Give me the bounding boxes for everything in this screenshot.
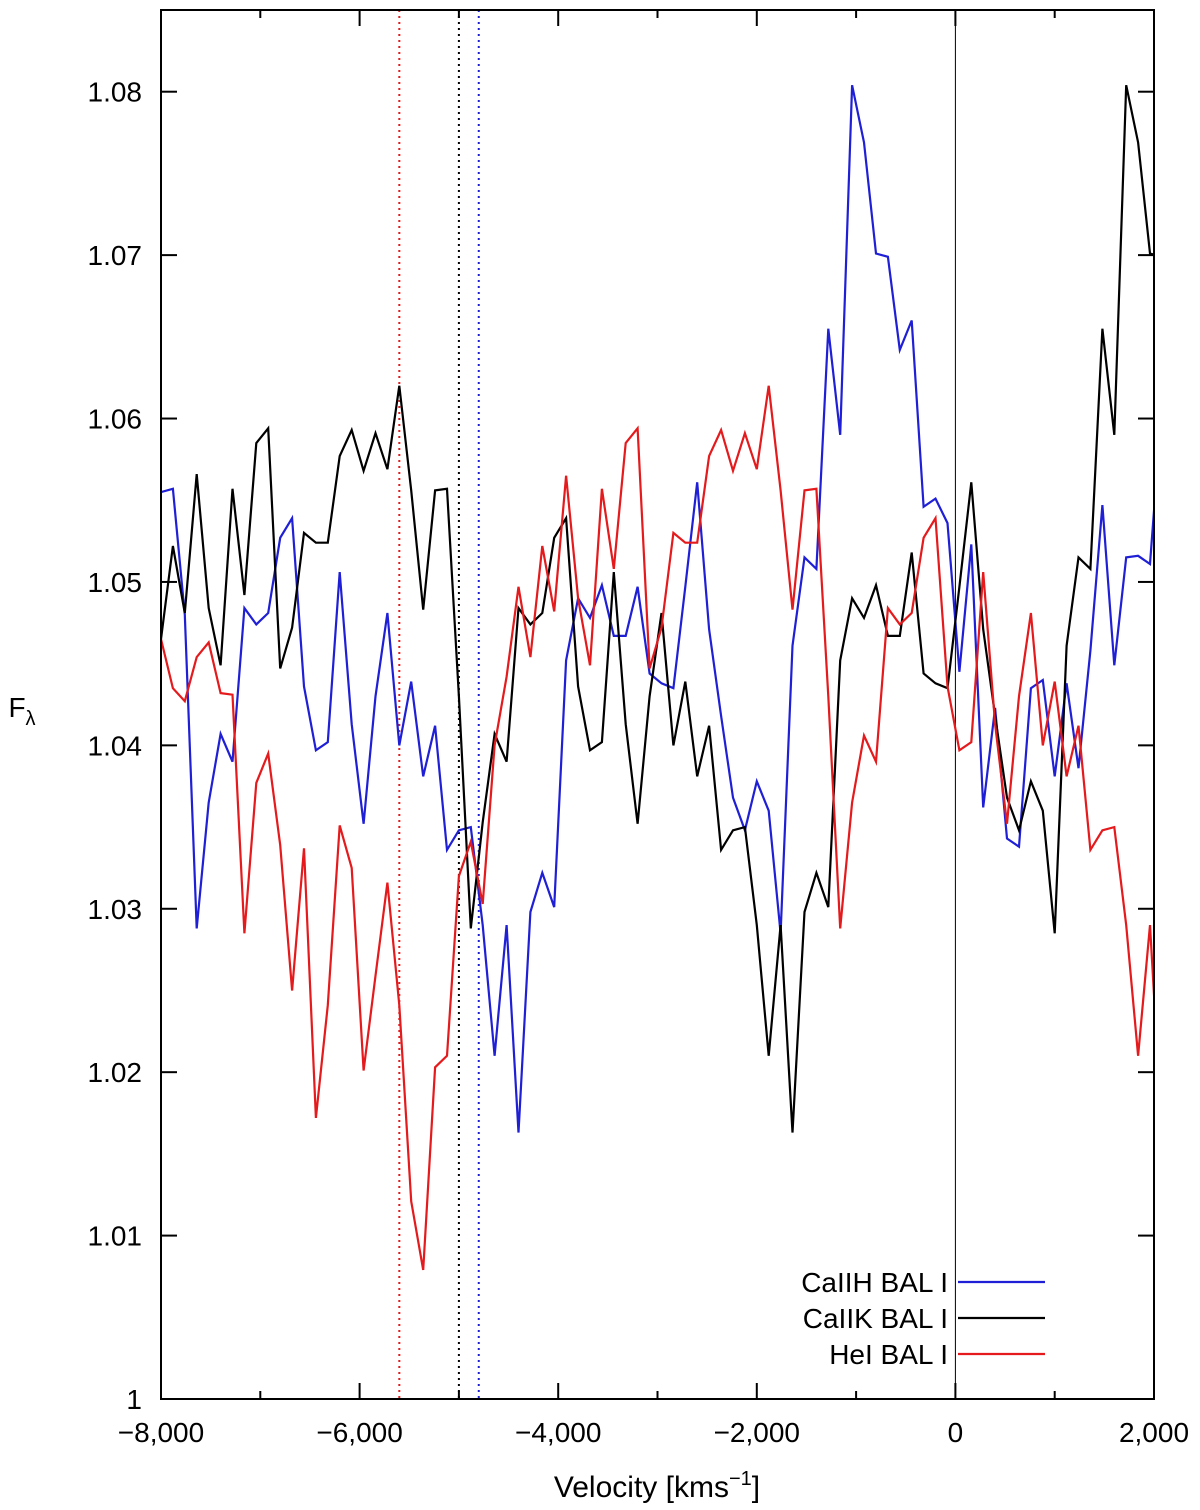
y-tick-label: 1.05 [88,567,143,598]
x-tick-label: −4,000 [515,1417,601,1448]
y-tick-label: 1.03 [88,894,143,925]
series-line-0 [161,84,1154,1133]
plot-frame [160,9,1155,1400]
x-tick-label: −2,000 [714,1417,800,1448]
y-tick-label: 1 [126,1384,142,1415]
x-tick-label: 0 [948,1417,964,1448]
legend-label-1: CaIIK BAL I [803,1303,948,1334]
y-axis-label-main: F [8,692,25,723]
y-axis-label: Fλ [8,692,35,730]
legend-label-2: HeI BAL I [829,1339,948,1370]
series-line-2 [161,385,1154,1271]
y-axis-label-sub: λ [26,708,36,730]
x-tick-label: −8,000 [118,1417,204,1448]
x-axis-label: Velocity [kms−1] [554,1468,760,1504]
x-tick-label: 2,000 [1119,1417,1189,1448]
x-axis-label-main: Velocity [kms [554,1471,729,1504]
x-axis-label-close: ] [752,1471,760,1504]
y-tick-label: 1.06 [88,404,143,435]
legend: CaIIH BAL I CaIIK BAL I HeI BAL I [801,1267,1045,1370]
y-tick-label: 1.04 [88,730,143,761]
y-tick-label: 1.01 [88,1221,143,1252]
y-tick-label: 1.08 [88,77,143,108]
x-axis-label-sup: −1 [729,1468,752,1490]
legend-label-0: CaIIH BAL I [801,1267,948,1298]
x-tick-label: −6,000 [316,1417,402,1448]
series-line-1 [161,84,1154,1133]
y-tick-label: 1.07 [88,240,143,271]
y-tick-label: 1.02 [88,1057,143,1088]
